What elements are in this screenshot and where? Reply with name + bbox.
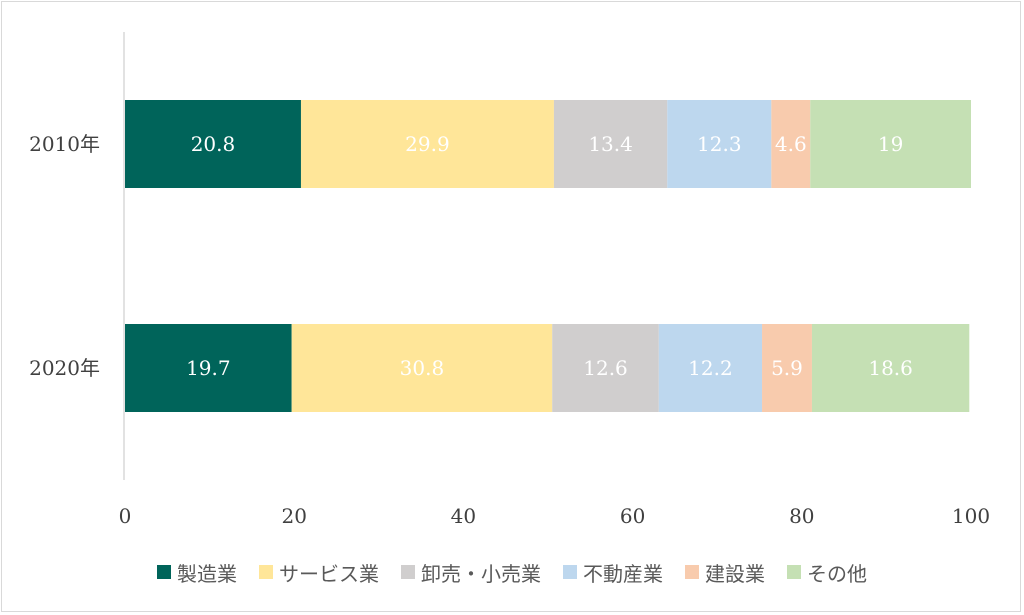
data-label: 13.4	[588, 132, 633, 156]
legend-item: サービス業	[259, 558, 379, 587]
bar-segment	[811, 324, 970, 412]
bar-segment	[762, 324, 812, 412]
data-label: 19.7	[186, 356, 231, 380]
legend-label: 製造業	[177, 561, 237, 586]
legend-swatch	[685, 565, 699, 579]
legend-label: 不動産業	[583, 561, 663, 586]
bar-segment	[300, 100, 554, 188]
legend: 製造業 サービス業 卸売・小売業 不動産業 建設業 その他	[0, 556, 1024, 588]
legend-swatch	[563, 565, 577, 579]
bar-segment	[125, 100, 301, 188]
category-label: 2020年	[29, 356, 100, 380]
x-tick-label: 40	[451, 504, 476, 528]
legend-item: 建設業	[685, 558, 765, 587]
bar-segment	[667, 100, 772, 188]
bar-segment	[771, 100, 811, 188]
bar-segment	[291, 324, 553, 412]
legend-item: 製造業	[157, 558, 237, 587]
x-tick-label: 60	[620, 504, 645, 528]
legend-item: 卸売・小売業	[401, 558, 541, 587]
legend-label: その他	[807, 561, 867, 586]
legend-item: その他	[787, 558, 867, 587]
bar-segment	[658, 324, 763, 412]
data-label: 5.9	[771, 356, 803, 380]
x-tick-label: 80	[789, 504, 814, 528]
legend-item: 不動産業	[563, 558, 663, 587]
data-label: 19	[878, 132, 903, 156]
bar-segment	[553, 100, 668, 188]
data-label: 12.2	[688, 356, 733, 380]
data-label: 12.6	[583, 356, 628, 380]
legend-swatch	[787, 565, 801, 579]
data-label: 18.6	[868, 356, 913, 380]
data-label: 30.8	[400, 356, 445, 380]
data-label: 29.9	[405, 132, 450, 156]
legend-label: 建設業	[705, 561, 765, 586]
category-label: 2010年	[29, 132, 100, 156]
data-label: 20.8	[191, 132, 236, 156]
legend-swatch	[401, 565, 415, 579]
bar-segment	[810, 100, 971, 188]
bar-segment	[552, 324, 659, 412]
legend-label: 卸売・小売業	[421, 561, 541, 586]
data-label: 12.3	[697, 132, 742, 156]
data-label: 4.6	[775, 132, 807, 156]
x-tick-label: 0	[119, 504, 132, 528]
bar-segment	[125, 324, 292, 412]
legend-swatch	[259, 565, 273, 579]
legend-swatch	[157, 565, 171, 579]
x-tick-label: 20	[281, 504, 306, 528]
x-tick-label: 100	[952, 504, 990, 528]
legend-label: サービス業	[279, 561, 379, 586]
